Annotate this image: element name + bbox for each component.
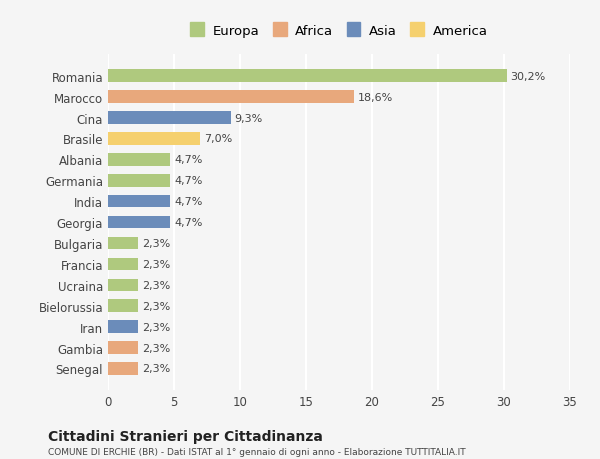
Legend: Europa, Africa, Asia, America: Europa, Africa, Asia, America xyxy=(185,18,493,43)
Bar xyxy=(108,341,139,354)
Bar xyxy=(108,300,139,312)
Text: 2,3%: 2,3% xyxy=(142,301,170,311)
Bar xyxy=(108,237,139,250)
Bar xyxy=(108,321,139,333)
Text: 7,0%: 7,0% xyxy=(205,134,233,144)
Text: COMUNE DI ERCHIE (BR) - Dati ISTAT al 1° gennaio di ogni anno - Elaborazione TUT: COMUNE DI ERCHIE (BR) - Dati ISTAT al 1°… xyxy=(48,448,466,457)
Text: 2,3%: 2,3% xyxy=(142,322,170,332)
Text: 2,3%: 2,3% xyxy=(142,239,170,248)
Bar xyxy=(108,258,139,271)
Bar xyxy=(108,363,139,375)
Text: 4,7%: 4,7% xyxy=(174,197,202,207)
Bar xyxy=(108,154,170,166)
Bar xyxy=(108,174,170,187)
Text: 2,3%: 2,3% xyxy=(142,343,170,353)
Text: 2,3%: 2,3% xyxy=(142,364,170,374)
Text: 4,7%: 4,7% xyxy=(174,218,202,228)
Text: 2,3%: 2,3% xyxy=(142,280,170,290)
Bar xyxy=(108,279,139,291)
Text: 18,6%: 18,6% xyxy=(358,92,393,102)
Text: 4,7%: 4,7% xyxy=(174,176,202,186)
Text: 9,3%: 9,3% xyxy=(235,113,263,123)
Bar xyxy=(108,91,353,104)
Text: 2,3%: 2,3% xyxy=(142,259,170,269)
Text: 4,7%: 4,7% xyxy=(174,155,202,165)
Bar xyxy=(108,112,231,124)
Text: Cittadini Stranieri per Cittadinanza: Cittadini Stranieri per Cittadinanza xyxy=(48,429,323,443)
Bar xyxy=(108,216,170,229)
Bar xyxy=(108,133,200,146)
Bar xyxy=(108,70,506,83)
Text: 30,2%: 30,2% xyxy=(511,72,546,82)
Bar xyxy=(108,196,170,208)
